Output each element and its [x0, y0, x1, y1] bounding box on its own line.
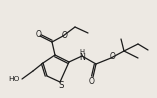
Text: N: N — [79, 53, 85, 62]
Text: O: O — [62, 30, 68, 39]
Text: HO: HO — [8, 76, 19, 82]
Text: O: O — [110, 52, 116, 60]
Text: H: H — [79, 49, 84, 55]
Text: O: O — [89, 77, 95, 85]
Text: O: O — [36, 29, 42, 39]
Text: S: S — [58, 82, 64, 90]
